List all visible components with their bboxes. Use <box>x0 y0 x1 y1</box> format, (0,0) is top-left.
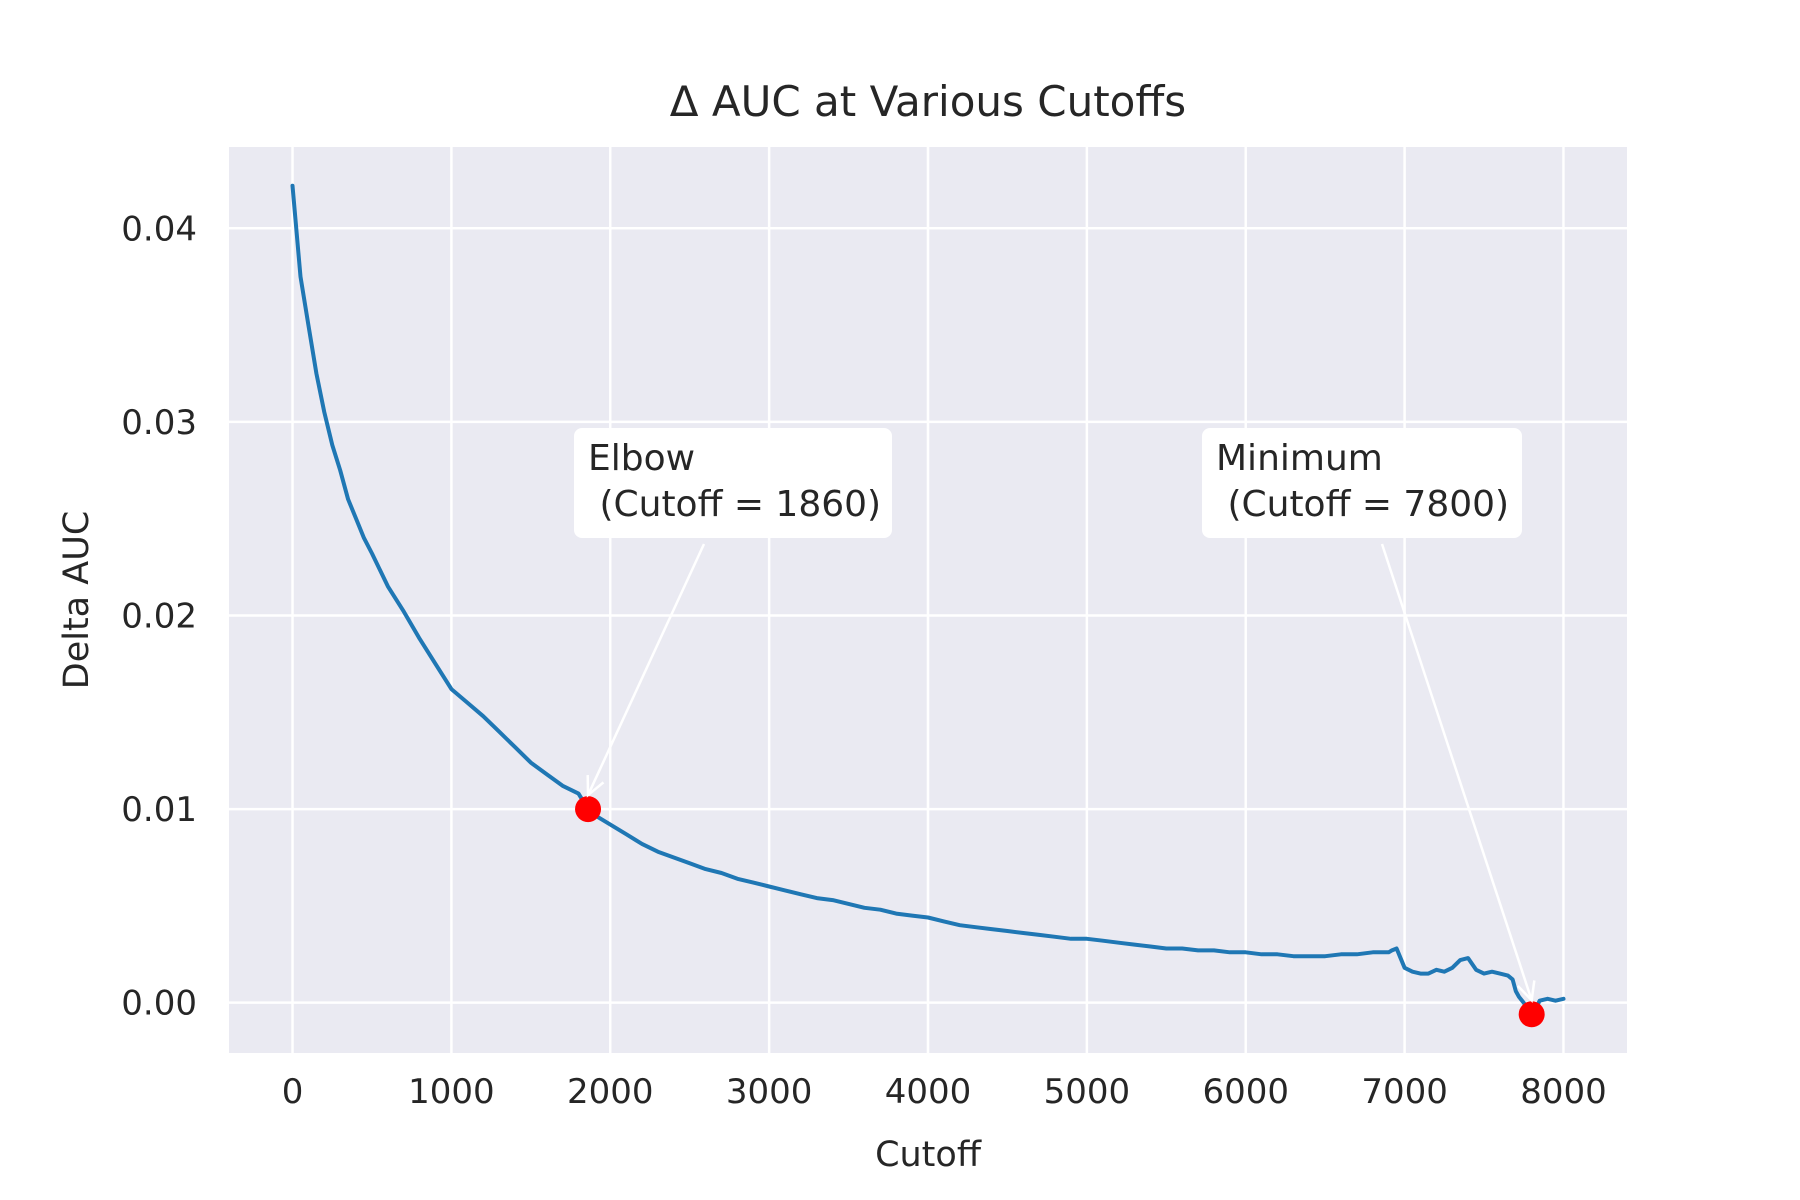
y-tick-label: 0.02 <box>121 596 197 636</box>
x-axis-label: Cutoff <box>875 1135 982 1175</box>
annotation-elbow-box <box>574 428 892 538</box>
y-axis-label: Delta AUC <box>57 511 97 690</box>
highlight-points <box>575 796 1545 1028</box>
x-tick-labels: 0 1000 2000 3000 4000 5000 6000 7000 8000 <box>282 1072 1607 1112</box>
annotation-elbow-cutoff: (Cutoff = 1860) <box>588 484 881 525</box>
x-tick-label: 1000 <box>408 1072 495 1112</box>
annotation-minimum-title: Minimum <box>1216 438 1383 479</box>
chart-title: Δ AUC at Various Cutoffs <box>670 77 1186 126</box>
annotation-arrows <box>586 543 1536 1004</box>
x-tick-label: 8000 <box>1520 1072 1607 1112</box>
y-tick-label: 0.03 <box>121 403 197 443</box>
x-tick-label: 3000 <box>726 1072 813 1112</box>
annotation-elbow-title: Elbow <box>588 438 695 479</box>
x-tick-label: 6000 <box>1202 1072 1289 1112</box>
annotation-minimum: Minimum (Cutoff = 7800) <box>1202 428 1522 538</box>
x-tick-label: 0 <box>282 1072 304 1112</box>
annotation-arrow <box>1380 543 1533 1001</box>
y-tick-label: 0.04 <box>121 209 197 249</box>
x-tick-label: 5000 <box>1044 1072 1131 1112</box>
annotation-minimum-box <box>1202 428 1522 538</box>
x-tick-label: 7000 <box>1361 1072 1448 1112</box>
annotation-arrow <box>586 543 706 796</box>
grid-lines <box>229 147 1627 1053</box>
annotation-arrow-head <box>586 775 605 798</box>
series-layer <box>290 183 1566 1017</box>
highlight-point <box>1518 1001 1545 1028</box>
y-tick-labels: 0.00 0.01 0.02 0.03 0.04 <box>121 209 197 1023</box>
annotation-arrow-head <box>1516 980 1536 1004</box>
y-tick-label: 0.01 <box>121 790 197 830</box>
y-tick-label: 0.00 <box>121 984 197 1024</box>
annotation-elbow: Elbow (Cutoff = 1860) <box>574 428 892 538</box>
annotation-minimum-cutoff: (Cutoff = 7800) <box>1216 484 1509 525</box>
series-line <box>290 183 1566 1017</box>
annotation-boxes: Elbow (Cutoff = 1860) Minimum (Cutoff = … <box>574 428 1522 538</box>
highlight-point <box>575 796 602 823</box>
x-tick-label: 2000 <box>567 1072 654 1112</box>
x-tick-label: 4000 <box>885 1072 972 1112</box>
